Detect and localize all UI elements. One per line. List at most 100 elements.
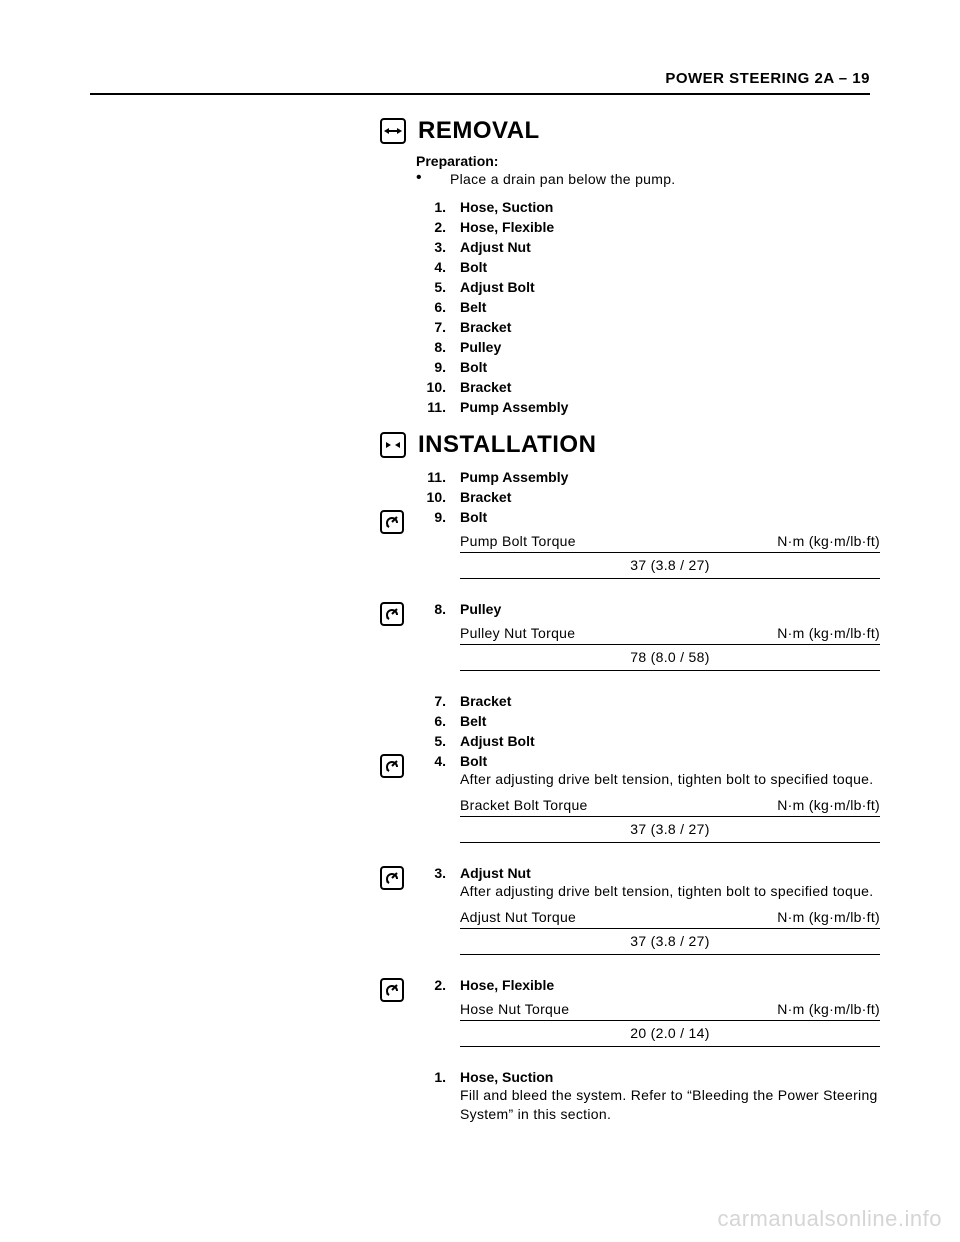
installation-icon	[380, 432, 406, 458]
icon-col	[380, 865, 416, 890]
torque-unit: N·m (kg·m/lb·ft)	[777, 909, 880, 925]
list-item: 6. Belt	[380, 711, 880, 731]
torque-unit: N·m (kg·m/lb·ft)	[777, 625, 880, 641]
removal-heading-row: REMOVAL	[380, 117, 880, 145]
torque-icon	[380, 866, 404, 890]
torque-name: Pulley Nut Torque	[460, 625, 575, 641]
bullet-icon: •	[416, 171, 450, 187]
step-number: 3.	[416, 239, 450, 255]
list-item: 5.Adjust Bolt	[380, 277, 880, 297]
step-number: 7.	[416, 319, 450, 335]
icon-col	[380, 601, 416, 626]
removal-title: REMOVAL	[418, 117, 540, 145]
list-item: 6.Belt	[380, 297, 880, 317]
installation-title: INSTALLATION	[418, 431, 596, 459]
step-body: Pump Assembly	[450, 469, 880, 485]
torque-icon	[380, 978, 404, 1002]
step-body: Bracket	[450, 319, 880, 335]
list-item: 10. Bracket	[380, 377, 880, 397]
preparation-item: • Place a drain pan below the pump.	[416, 171, 880, 187]
torque-block: Pump Bolt TorqueN·m (kg·m/lb·ft)37 (3.8 …	[460, 533, 880, 579]
step-label: Hose, Suction	[460, 199, 880, 215]
step-label: Adjust Bolt	[460, 733, 880, 749]
installation-heading-row: INSTALLATION	[380, 431, 880, 459]
torque-unit: N·m (kg·m/lb·ft)	[777, 533, 880, 549]
step-number: 2.	[416, 219, 450, 235]
step-number: 7.	[416, 693, 450, 709]
step-body: Belt	[450, 299, 880, 315]
list-item: 8.PulleyPulley Nut TorqueN·m (kg·m/lb·ft…	[380, 599, 880, 683]
step-label: Pump Assembly	[460, 469, 880, 485]
step-body: Adjust Nut	[450, 239, 880, 255]
step-label: Adjust Nut	[460, 239, 880, 255]
torque-icon	[380, 754, 404, 778]
step-body: Hose, SuctionFill and bleed the system. …	[450, 1069, 880, 1124]
step-number: 4.	[416, 259, 450, 275]
step-body: Pump Assembly	[450, 399, 880, 415]
step-number: 6.	[416, 713, 450, 729]
step-number: 10.	[416, 489, 450, 505]
step-number: 10.	[416, 379, 450, 395]
step-body: Adjust Bolt	[450, 733, 880, 749]
list-item: 8. Pulley	[380, 337, 880, 357]
step-body: Bracket	[450, 489, 880, 505]
torque-unit: N·m (kg·m/lb·ft)	[777, 1001, 880, 1017]
step-body: Bolt	[450, 259, 880, 275]
torque-value: 37 (3.8 / 27)	[460, 929, 880, 955]
spacer	[380, 591, 880, 599]
icon-col	[380, 509, 416, 534]
torque-name: Hose Nut Torque	[460, 1001, 569, 1017]
step-body: Hose, Flexible	[450, 219, 880, 235]
step-label: Bracket	[460, 379, 880, 395]
step-label: Belt	[460, 713, 880, 729]
step-label: Hose, Flexible	[460, 977, 880, 993]
content-column: REMOVAL Preparation: • Place a drain pan…	[380, 117, 880, 1126]
torque-value: 20 (2.0 / 14)	[460, 1021, 880, 1047]
torque-value: 78 (8.0 / 58)	[460, 645, 880, 671]
step-label: Bolt	[460, 259, 880, 275]
step-label: Bracket	[460, 489, 880, 505]
torque-block: Adjust Nut TorqueN·m (kg·m/lb·ft)37 (3.8…	[460, 909, 880, 955]
step-body: Bracket	[450, 379, 880, 395]
step-number: 8.	[416, 339, 450, 355]
removal-icon	[380, 118, 406, 144]
torque-value: 37 (3.8 / 27)	[460, 817, 880, 843]
watermark: carmanualsonline.info	[717, 1206, 942, 1232]
step-note: Fill and bleed the system. Refer to “Ble…	[460, 1086, 880, 1124]
step-body: Bracket	[450, 693, 880, 709]
torque-header: Adjust Nut TorqueN·m (kg·m/lb·ft)	[460, 909, 880, 929]
step-body: Adjust Bolt	[450, 279, 880, 295]
step-number: 9.	[416, 359, 450, 375]
list-item: 4. Bolt	[380, 257, 880, 277]
step-body: Adjust NutAfter adjusting drive belt ten…	[450, 865, 880, 965]
preparation-label: Preparation:	[416, 153, 880, 169]
step-body: Pulley	[450, 339, 880, 355]
step-label: Belt	[460, 299, 880, 315]
list-item: 2.Hose, FlexibleHose Nut TorqueN·m (kg·m…	[380, 975, 880, 1059]
torque-header: Pump Bolt TorqueN·m (kg·m/lb·ft)	[460, 533, 880, 553]
step-number: 11.	[416, 469, 450, 485]
step-body: Hose, Flexible Hose Nut Torque N·m (kg·m/l…	[450, 977, 880, 1057]
torque-header: Bracket Bolt TorqueN·m (kg·m/lb·ft)	[460, 797, 880, 817]
step-label: Pulley	[460, 339, 880, 355]
torque-block: Hose Nut Torque N·m (kg·m/lb·ft) 20 (2.0 /…	[460, 1001, 880, 1047]
step-number: 1.	[416, 199, 450, 215]
preparation-text: Place a drain pan below the pump.	[450, 171, 676, 187]
list-item: 3.Adjust NutAfter adjusting drive belt t…	[380, 863, 880, 967]
step-label: Pulley	[460, 601, 880, 617]
step-note: After adjusting drive belt tension, tigh…	[460, 770, 880, 789]
list-item: 11. Pump Assembly	[380, 467, 880, 487]
spacer	[380, 967, 880, 975]
torque-icon	[380, 510, 404, 534]
installation-list: 11.Pump Assembly10.Bracket9.BoltPump Bol…	[380, 467, 880, 1126]
step-body: Pulley Pulley Nut Torque N·m (kg·m/lb·ft) 7…	[450, 601, 880, 681]
list-item: 1. Hose, Suction	[380, 197, 880, 217]
step-number: 4.	[416, 753, 450, 769]
spacer	[380, 1059, 880, 1067]
step-label: Adjust Nut	[460, 865, 880, 881]
spacer	[380, 855, 880, 863]
step-label: Bolt	[460, 753, 880, 769]
list-item: 5.Adjust Bolt	[380, 731, 880, 751]
step-number: 9.	[416, 509, 450, 525]
step-body: BoltPump Bolt TorqueN·m (kg·m/lb·ft)37 (…	[450, 509, 880, 589]
